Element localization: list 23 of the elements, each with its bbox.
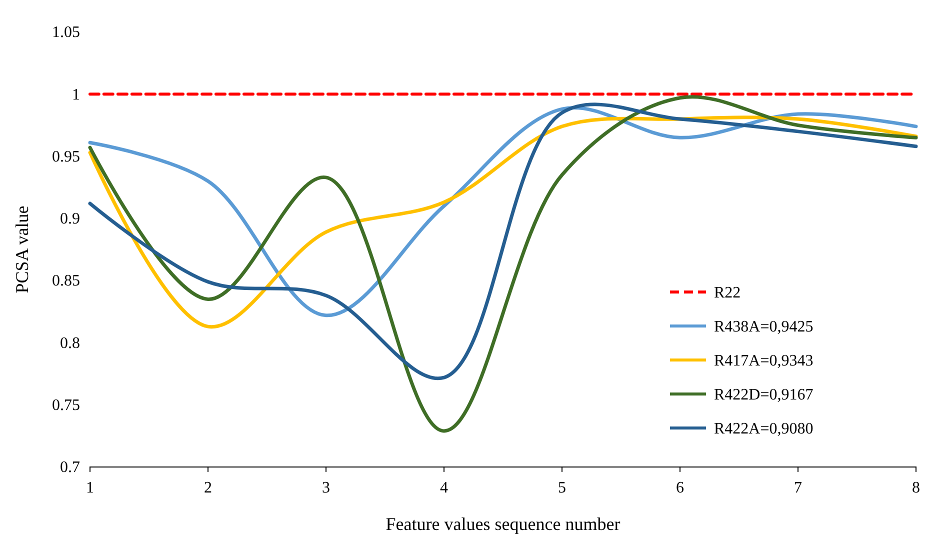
- x-tick-label: 2: [204, 480, 212, 497]
- y-tick-label: 0.95: [52, 148, 80, 166]
- y-tick-label: 0.75: [52, 396, 80, 414]
- legend-label: R417A=0,9343: [714, 352, 814, 370]
- x-tick-label: 3: [322, 480, 330, 497]
- x-tick-label: 6: [676, 480, 684, 497]
- x-axis-title: Feature values sequence number: [386, 514, 620, 534]
- legend-label: R22: [714, 284, 741, 302]
- legend-label: R422A=0,9080: [714, 420, 814, 438]
- x-tick-label: 4: [440, 480, 448, 497]
- y-tick-label: 0.7: [60, 459, 80, 476]
- y-tick-label: 0.8: [60, 334, 80, 352]
- y-tick-label: 1.05: [52, 24, 80, 42]
- x-tick-label: 1: [86, 480, 94, 497]
- y-tick-label: 0.9: [60, 210, 80, 228]
- y-axis-title: PCSA value: [12, 206, 32, 294]
- legend-label: R438A=0,9425: [714, 318, 814, 336]
- x-tick-label: 5: [558, 480, 566, 497]
- x-tick-label: 8: [912, 480, 920, 497]
- y-tick-label: 0.85: [52, 272, 80, 290]
- y-tick-label: 1: [72, 86, 80, 104]
- x-tick-label: 7: [794, 480, 802, 497]
- legend-label: R422D=0,9167: [714, 386, 814, 404]
